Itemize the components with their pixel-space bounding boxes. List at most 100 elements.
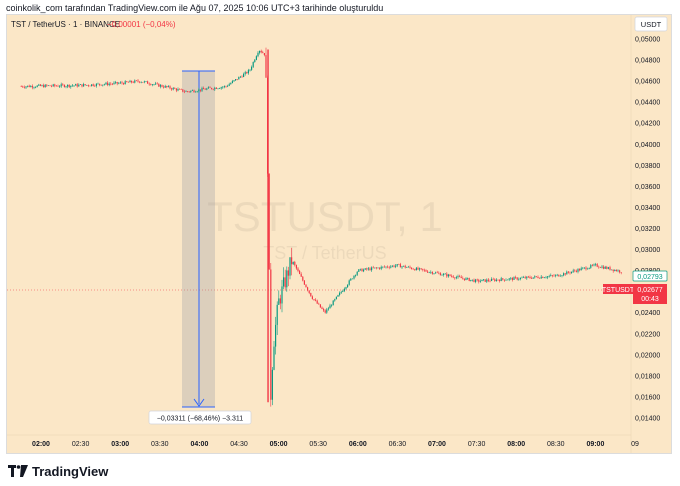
candle-body xyxy=(620,272,622,273)
candle-body xyxy=(350,278,352,281)
candle-body xyxy=(396,264,398,266)
candle-body xyxy=(531,277,533,279)
candle-body xyxy=(412,268,414,270)
candle-body xyxy=(215,87,217,89)
candle-body xyxy=(254,59,256,63)
candle-body xyxy=(499,280,501,282)
candle-body xyxy=(166,85,168,87)
candle-body xyxy=(43,85,45,88)
candle-body xyxy=(591,265,593,266)
candle-body xyxy=(332,300,334,306)
candle-body xyxy=(70,85,72,87)
candle-body xyxy=(401,266,403,268)
candle-body xyxy=(436,272,438,274)
candle-body xyxy=(423,269,425,271)
candle-body xyxy=(190,90,192,92)
candle-body xyxy=(206,88,208,90)
candle-body xyxy=(260,50,262,53)
candle-body xyxy=(222,86,224,88)
candle-body xyxy=(372,267,374,269)
candle-body xyxy=(564,273,566,275)
candle-body xyxy=(518,279,520,280)
time-tick-label: 02:30 xyxy=(72,441,90,448)
candle-body xyxy=(52,84,54,87)
currency-box[interactable] xyxy=(634,16,668,32)
candle-body xyxy=(391,265,393,267)
candle-body xyxy=(319,304,321,308)
candle-body xyxy=(22,86,24,88)
candle-body xyxy=(27,85,29,87)
candle-body xyxy=(195,91,197,93)
candle-body xyxy=(585,267,587,270)
chart-frame[interactable]: TSTUSDT, 1 TST / TetherUS TST / TetherUS… xyxy=(6,14,672,454)
candle-body xyxy=(220,87,222,89)
candle-body xyxy=(348,280,350,285)
candle-body xyxy=(487,279,489,281)
price-chart[interactable]: TSTUSDT, 1 TST / TetherUS TST / TetherUS… xyxy=(7,15,671,453)
candle-body xyxy=(612,269,614,271)
candle-body xyxy=(99,83,101,85)
candle-body xyxy=(443,273,445,275)
candle-body xyxy=(33,87,35,88)
candle-body xyxy=(262,52,264,54)
candle-body xyxy=(161,85,163,87)
candle-body xyxy=(255,56,257,60)
currency-label: USDT xyxy=(641,20,662,29)
candle-body xyxy=(137,80,139,82)
candle-body xyxy=(134,80,136,83)
candle-body xyxy=(251,66,253,70)
candle-body xyxy=(233,80,235,82)
candle-body xyxy=(281,286,283,304)
current-price-tag xyxy=(633,284,667,304)
candle-body xyxy=(572,270,574,272)
candle-body xyxy=(295,265,297,269)
candle-body xyxy=(419,268,421,270)
candle-body xyxy=(63,84,65,88)
candle-body xyxy=(286,270,288,288)
measure-arrow-head-icon xyxy=(193,398,205,407)
candle-body xyxy=(275,324,277,347)
candle-body xyxy=(321,307,323,309)
candle-body xyxy=(470,279,472,281)
candle-body xyxy=(558,274,560,277)
candle-body xyxy=(377,267,379,269)
candle-body xyxy=(308,290,310,293)
candle-body xyxy=(438,272,440,274)
footer-brand[interactable]: TradingView xyxy=(8,462,108,480)
candle-body xyxy=(121,82,123,84)
candle-body xyxy=(371,267,373,271)
candle-body xyxy=(87,85,89,86)
price-tick-label: 0,03600 xyxy=(635,184,660,191)
candle-body xyxy=(30,86,32,88)
candle-body xyxy=(409,266,411,268)
candle-body xyxy=(519,277,521,280)
candle-body xyxy=(287,270,289,276)
candle-body xyxy=(428,272,430,273)
candle-body xyxy=(555,275,557,277)
candle-body xyxy=(270,269,272,400)
candle-body xyxy=(199,89,201,91)
price-tick-label: 0,04600 xyxy=(635,79,660,86)
candle-body xyxy=(567,271,569,273)
candle-body xyxy=(403,265,405,267)
candle-body xyxy=(553,275,555,277)
candle-body xyxy=(204,89,206,90)
candle-body xyxy=(103,84,105,85)
candle-body xyxy=(46,84,48,86)
candle-body xyxy=(148,83,150,85)
candle-body xyxy=(542,276,544,278)
candle-body xyxy=(23,87,25,88)
current-price-value: 0,02677 xyxy=(637,287,662,294)
candle-body xyxy=(355,274,357,276)
candle-body xyxy=(57,85,59,87)
time-tick-label: 09 xyxy=(631,441,639,448)
candle-body xyxy=(111,83,113,85)
candle-body xyxy=(505,279,507,281)
candle-body xyxy=(497,279,499,281)
candle-body xyxy=(97,83,99,85)
candle-body xyxy=(150,84,152,85)
candle-body xyxy=(611,269,613,271)
candle-body xyxy=(310,292,312,297)
candle-body xyxy=(203,88,205,90)
candle-body xyxy=(495,279,497,281)
